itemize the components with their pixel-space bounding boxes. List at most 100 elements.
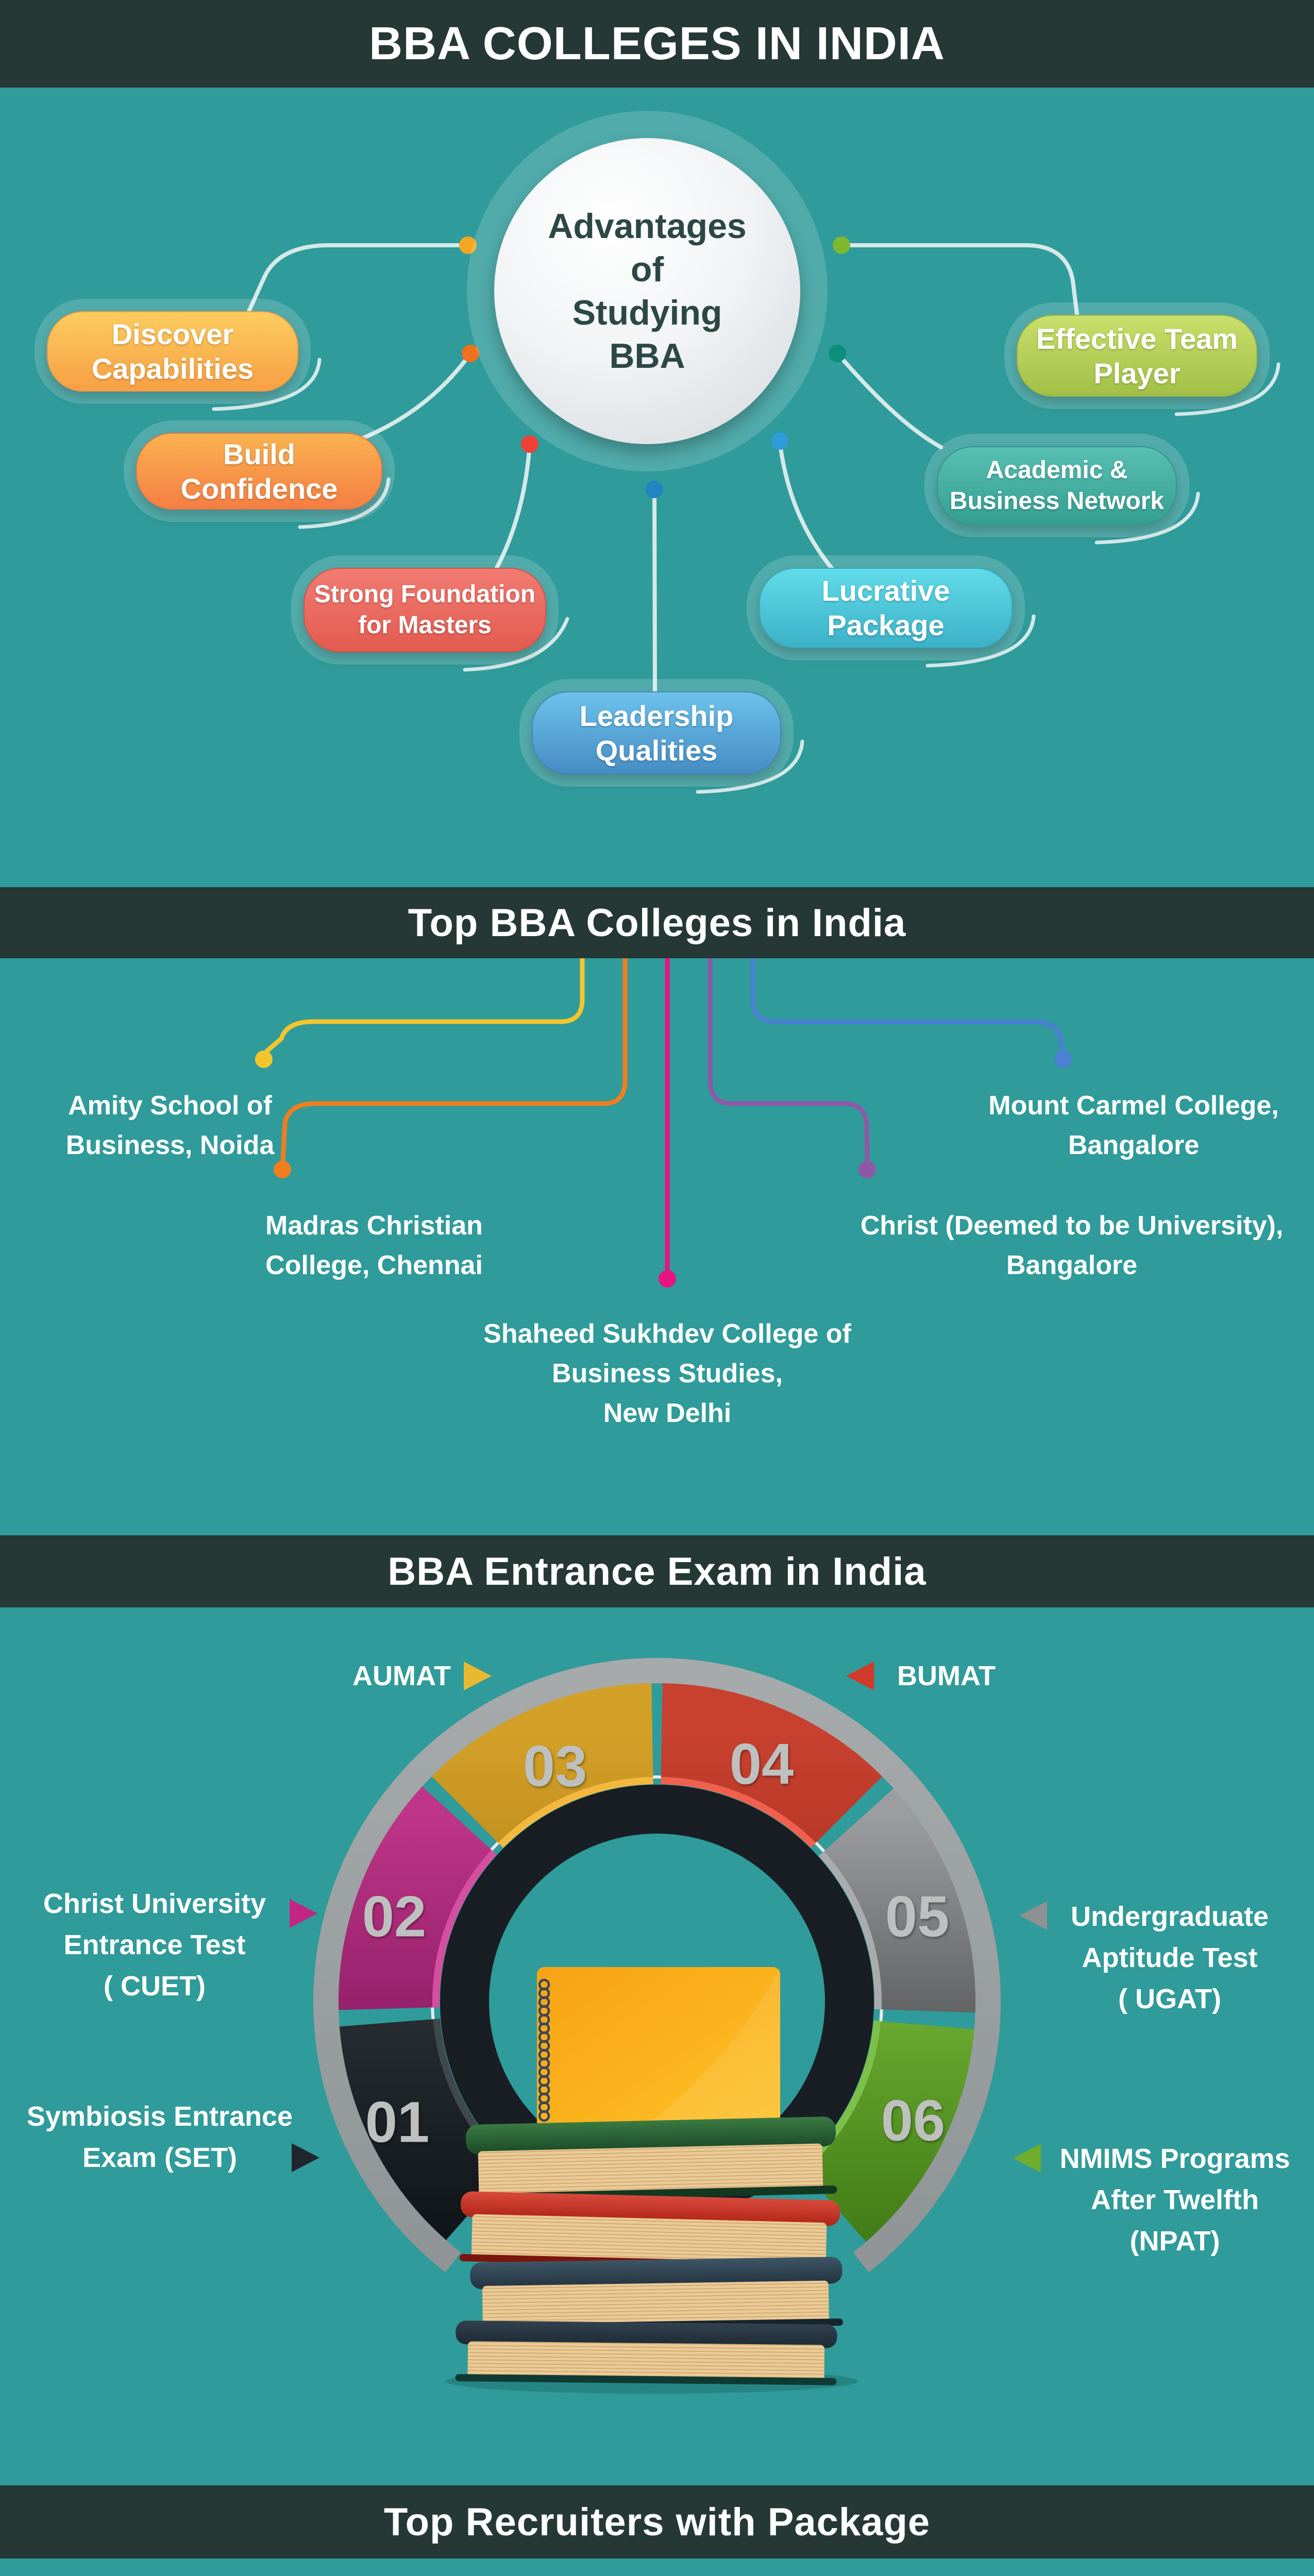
exam-name-line: ( CUET) [104, 1971, 206, 2002]
center-text-line: BBA [609, 336, 685, 376]
exam-name-line: NMIMS Programs [1059, 2143, 1290, 2174]
advantage-label-line: Build [223, 437, 295, 470]
college-name-line: Bangalore [1068, 1130, 1200, 1160]
advantage-label-line: Package [827, 609, 945, 641]
exam-name-line: Exam (SET) [82, 2142, 238, 2173]
advantage-label-line: Confidence [180, 472, 338, 505]
center-text-line: Studying [572, 293, 722, 332]
exams-section-title: BBA Entrance Exam in India [388, 1549, 926, 1594]
exam-label-set: Symbiosis Entrance Exam (SET) [15, 2096, 304, 2178]
connector-dot [858, 1161, 876, 1178]
college-name-line: Business, Noida [65, 1130, 275, 1160]
connector-dot [659, 1270, 676, 1287]
college-name-line: Bangalore [1006, 1250, 1138, 1280]
ring-segment-02 [339, 1786, 496, 2010]
exam-name-line: (NPAT) [1130, 2226, 1220, 2257]
advantage-pill-academic-business-network: Academic & Business Network [924, 434, 1189, 537]
advantage-pill-leadership-qualities: Leadership Qualities [519, 679, 794, 787]
college-name-line: Madras Christian [265, 1211, 483, 1241]
advantage-label-line: for Masters [358, 612, 492, 639]
exam-name-line: ( UGAT) [1118, 1984, 1221, 2014]
connector-dot [255, 1050, 273, 1068]
connector-dot [1054, 1050, 1072, 1068]
connector-dot [833, 236, 850, 254]
advantage-pill-discover-capabilities: Discover Capabilities [35, 299, 311, 404]
college-name-line: Business Studies, [552, 1359, 783, 1388]
connector-dot [771, 432, 788, 450]
book-red [459, 2191, 840, 2270]
exams-section-bar: BBA Entrance Exam in India [0, 1535, 1314, 1607]
advantage-label-line: Player [1093, 357, 1181, 389]
header-bar: BBA COLLEGES IN INDIA [0, 0, 1314, 88]
college-mount-carmel: Mount Carmel College, Bangalore [953, 1086, 1314, 1165]
college-shaheed-sukhdev: Shaheed Sukhdev College of Business Stud… [461, 1314, 873, 1433]
advantage-pill-effective-team-player: Effective Team Player [1004, 302, 1270, 409]
arrow-left-icon [846, 1662, 874, 1690]
ring-segment-01 [339, 2018, 513, 2240]
college-name-line: Christ (Deemed to be University), [860, 1211, 1284, 1241]
arrow-left-icon [1019, 1901, 1047, 1930]
advantage-label-line: Academic & [986, 456, 1128, 484]
ring-inner-silver-edge [431, 1775, 883, 2173]
book-slate [470, 2257, 843, 2332]
exam-label-cuet: Christ University Entrance Test ( CUET) [21, 1883, 289, 2007]
notebook [537, 1967, 780, 2131]
arrow-right-icon [290, 1899, 317, 1928]
advantages-decorative-arcs [212, 358, 1281, 794]
college-name-line: Mount Carmel College, [988, 1091, 1279, 1121]
colleges-section-title: Top BBA Colleges in India [408, 901, 906, 945]
college-madras-christian: Madras Christian College, Chennai [232, 1206, 516, 1285]
advantage-label-line: Effective Team [1036, 322, 1238, 355]
book-dark [455, 2320, 837, 2385]
advantage-label-line: Qualities [595, 734, 718, 767]
college-name-line: College, Chennai [265, 1250, 483, 1280]
exam-name-line: Symbiosis Entrance [26, 2101, 293, 2132]
exam-name-line: AUMAT [352, 1660, 451, 1691]
advantages-center-circle: Advantages of Studying BBA [494, 138, 800, 444]
advantage-pill-lucrative-package: Lucrative Package [747, 555, 1025, 660]
exam-number-01: 01 [365, 2090, 430, 2155]
exam-name-line: Aptitude Test [1082, 1942, 1258, 1973]
ring-segment-04 [660, 1683, 882, 1848]
connector-dot [459, 236, 477, 254]
advantage-label-line: Capabilities [91, 352, 254, 385]
college-connectors [264, 954, 1065, 1271]
exam-name-line: BUMAT [897, 1660, 996, 1691]
advantage-label-line: Strong Foundation [314, 581, 536, 608]
advantage-label-line: Discover [111, 318, 234, 350]
arrow-right-icon [464, 1662, 492, 1690]
exam-label-bumat: BUMAT [897, 1655, 1072, 1697]
exam-label-ugat: Undergraduate Aptitude Test ( UGAT) [1036, 1896, 1304, 2020]
connector-dot [274, 1161, 291, 1178]
connector-dot [646, 481, 663, 498]
arrow-right-icon [292, 2143, 319, 2172]
advantage-label-line: Business Network [949, 487, 1165, 515]
exam-number-06: 06 [881, 2088, 946, 2153]
college-name-line: Shaheed Sukhdev College of [483, 1319, 851, 1349]
connector-dot [829, 345, 846, 362]
center-text-line: of [630, 250, 664, 289]
ring-segment-05 [819, 1788, 976, 2013]
page-title: BBA COLLEGES IN INDIA [369, 18, 945, 70]
recruiters-section-bar: Top Recruiters with Package [0, 2485, 1314, 2558]
ring-segment-06 [800, 2020, 974, 2242]
advantages-dots [459, 236, 850, 498]
college-dots [255, 1050, 1072, 1287]
ring-outer-silver [313, 1658, 1001, 2273]
connector-dot [462, 345, 479, 362]
college-amity: Amity School of Business, Noida [28, 1086, 312, 1165]
exam-label-aumat: AUMAT [286, 1655, 451, 1697]
colleges-section-bar: Top BBA Colleges in India [0, 887, 1314, 958]
advantage-pill-build-confidence: Build Confidence [124, 420, 395, 522]
exam-name-line: Christ University [43, 1888, 266, 1919]
book-green [465, 2116, 837, 2202]
exam-number-04: 04 [729, 1732, 794, 1797]
ring-segment-03 [432, 1683, 654, 1848]
exam-name-line: After Twelfth [1091, 2184, 1259, 2215]
exam-number-03: 03 [523, 1734, 587, 1799]
college-name-line: Amity School of [68, 1091, 272, 1121]
exam-number-05: 05 [885, 1884, 950, 1949]
exam-name-line: Entrance Test [63, 1929, 246, 1960]
